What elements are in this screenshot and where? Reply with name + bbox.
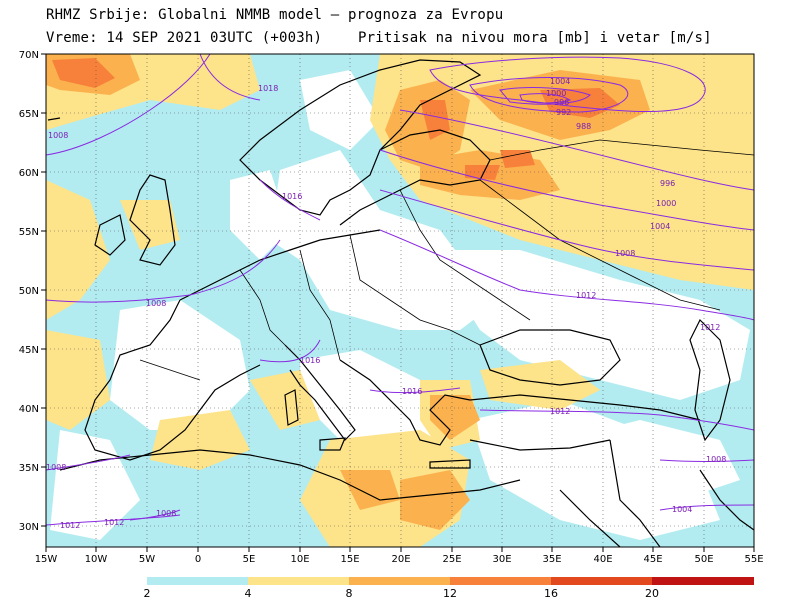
y-tick-label: 50N (19, 286, 39, 297)
forecast-time: Vreme: 14 SEP 2021 03UTC (+003h) (46, 30, 323, 46)
chart-variable: Pritisak na nivou mora [mb] i vetar [m/s… (358, 30, 712, 46)
isobar-label: 1008 (48, 131, 68, 140)
colorbar-swatch (652, 577, 754, 585)
isobar-label: 1004 (672, 505, 692, 514)
isobar-label: 1016 (300, 356, 320, 365)
x-tick-label: 25E (442, 554, 461, 565)
y-axis-labels: 70N 65N 60N 55N 50N 45N 40N 35N 30N (19, 50, 39, 533)
colorbar-label: 4 (245, 587, 252, 600)
isobar-label: 1004 (550, 77, 570, 86)
x-tick-label: 0 (195, 554, 201, 565)
colorbar: 2 4 8 12 16 20 (144, 577, 754, 600)
isobar-label: 1000 (546, 89, 566, 98)
y-tick-label: 70N (19, 50, 39, 61)
colorbar-label: 12 (443, 587, 457, 600)
isobar-label: 1012 (60, 521, 80, 530)
isobar-label: 1008 (46, 463, 66, 472)
x-axis-labels: 15W 10W 5W 0 5E 10E 15E 20E 25E 30E 35E … (35, 554, 764, 565)
y-tick-label: 45N (19, 345, 39, 356)
isobar-label: 992 (556, 108, 571, 117)
isobar-label: 996 (660, 179, 675, 188)
isobar-label: 1016 (282, 192, 302, 201)
isobar-label: 1012 (576, 291, 596, 300)
colorbar-label: 20 (645, 587, 659, 600)
isobar-label: 1000 (656, 199, 676, 208)
axis-ticks (41, 53, 755, 552)
wind-12-16-areas (52, 58, 620, 180)
isobar-label: 1008 (615, 249, 635, 258)
calm-areas (50, 70, 750, 540)
colorbar-swatch (349, 577, 450, 585)
isobar-label: 1012 (700, 323, 720, 332)
x-tick-label: 5W (139, 554, 155, 565)
y-tick-label: 30N (19, 522, 39, 533)
isobars (46, 54, 754, 526)
x-tick-label: 35E (542, 554, 561, 565)
x-tick-label: 15W (35, 554, 58, 565)
y-tick-label: 35N (19, 463, 39, 474)
colorbar-swatch (551, 577, 652, 585)
chart-title: RHMZ Srbije: Globalni NMMB model — progn… (46, 7, 504, 23)
isobar-label: 1008 (706, 455, 726, 464)
x-tick-label: 10E (290, 554, 309, 565)
isobar-label: 1008 (146, 299, 166, 308)
x-tick-label: 10W (85, 554, 108, 565)
isobar-label: 1004 (650, 222, 670, 231)
isobar-labels: 1008 1018 1004 1000 996 992 988 996 1000… (46, 77, 726, 530)
isobar-label: 1008 (156, 509, 176, 518)
colorbar-swatch (147, 577, 248, 585)
colorbar-label: 2 (144, 587, 151, 600)
isobar-label: 996 (554, 98, 569, 107)
x-tick-label: 45E (643, 554, 662, 565)
isobar-label: 1018 (258, 84, 278, 93)
x-tick-label: 5E (243, 554, 256, 565)
colorbar-swatch (248, 577, 349, 585)
y-tick-label: 60N (19, 168, 39, 179)
colorbar-label: 8 (346, 587, 353, 600)
colorbar-label: 16 (544, 587, 558, 600)
x-tick-label: 55E (744, 554, 763, 565)
x-tick-label: 50E (694, 554, 713, 565)
isobar-label: 1012 (104, 518, 124, 527)
colorbar-swatch (450, 577, 551, 585)
wind-field (46, 54, 754, 547)
isobar-label: 1012 (550, 407, 570, 416)
isobar-label: 988 (576, 122, 591, 131)
x-tick-label: 20E (391, 554, 410, 565)
y-tick-label: 40N (19, 404, 39, 415)
x-tick-label: 40E (593, 554, 612, 565)
coastlines (47, 59, 754, 547)
isobar-label: 1016 (402, 387, 422, 396)
y-tick-label: 65N (19, 109, 39, 120)
map-frame (45, 53, 755, 548)
y-tick-label: 55N (19, 227, 39, 238)
x-tick-label: 30E (492, 554, 511, 565)
x-tick-label: 15E (340, 554, 359, 565)
